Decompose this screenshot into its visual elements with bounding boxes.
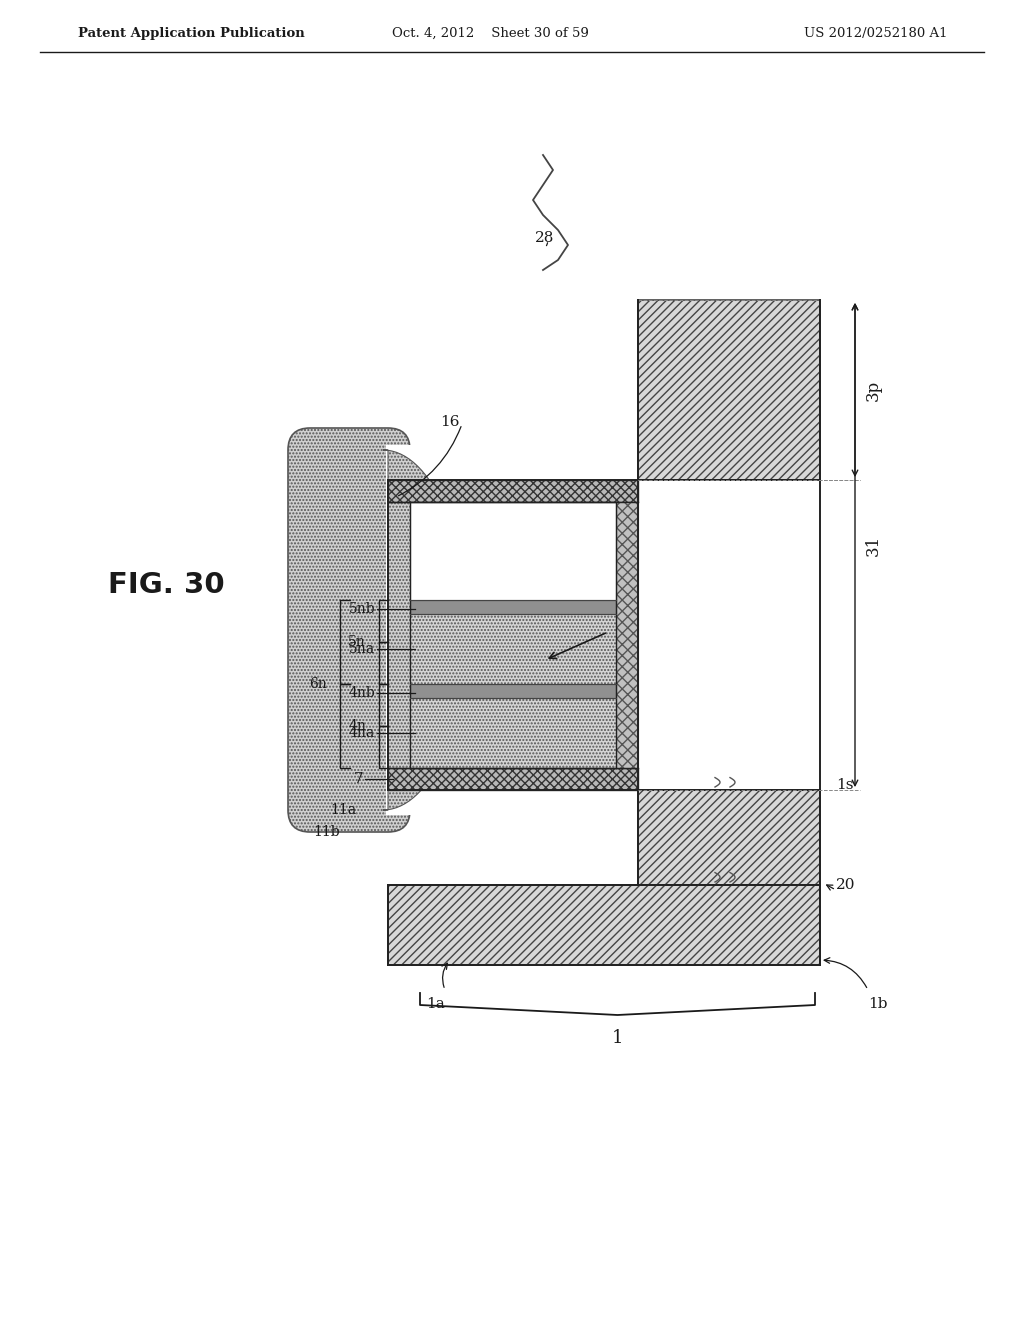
Text: 4nb: 4nb bbox=[348, 685, 375, 700]
Text: 7: 7 bbox=[353, 772, 362, 785]
Text: 5na: 5na bbox=[349, 642, 375, 656]
Text: US 2012/0252180 A1: US 2012/0252180 A1 bbox=[805, 26, 948, 40]
Text: 3p: 3p bbox=[865, 379, 882, 401]
Text: 4na: 4na bbox=[349, 726, 375, 739]
Text: 31: 31 bbox=[865, 535, 882, 556]
FancyBboxPatch shape bbox=[288, 428, 410, 832]
Text: Oct. 4, 2012    Sheet 30 of 59: Oct. 4, 2012 Sheet 30 of 59 bbox=[391, 26, 589, 40]
Bar bbox=[410, 684, 616, 697]
Text: 28: 28 bbox=[535, 231, 554, 246]
Text: 11a: 11a bbox=[330, 803, 356, 817]
Bar bbox=[388, 768, 638, 789]
Text: 16: 16 bbox=[440, 414, 460, 429]
Text: 1s: 1s bbox=[836, 777, 853, 792]
Text: 20: 20 bbox=[836, 878, 855, 892]
Text: 11b: 11b bbox=[313, 825, 340, 840]
Bar bbox=[638, 789, 820, 884]
Bar bbox=[638, 300, 820, 480]
Bar bbox=[388, 480, 638, 502]
Polygon shape bbox=[383, 450, 467, 810]
Bar bbox=[410, 697, 616, 768]
Text: Patent Application Publication: Patent Application Publication bbox=[78, 26, 305, 40]
Bar bbox=[410, 614, 616, 684]
Bar bbox=[616, 502, 638, 768]
Bar bbox=[410, 502, 616, 601]
Text: 1a: 1a bbox=[426, 997, 444, 1011]
Bar bbox=[386, 445, 469, 814]
Text: 4n: 4n bbox=[348, 719, 366, 733]
Text: 5nb: 5nb bbox=[348, 602, 375, 615]
Bar bbox=[388, 480, 638, 789]
Text: FIG. 30: FIG. 30 bbox=[108, 572, 224, 599]
Bar bbox=[410, 601, 616, 614]
Text: 6n: 6n bbox=[309, 677, 327, 692]
Bar bbox=[388, 884, 820, 965]
Text: 1: 1 bbox=[611, 1030, 624, 1047]
Text: 1b: 1b bbox=[868, 997, 888, 1011]
Text: 5n: 5n bbox=[348, 635, 366, 649]
